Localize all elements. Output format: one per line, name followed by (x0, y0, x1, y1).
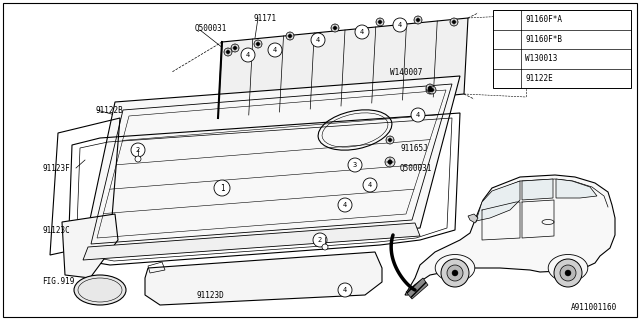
Text: 4: 4 (316, 37, 320, 43)
Circle shape (378, 20, 382, 24)
Text: Q500031: Q500031 (400, 164, 433, 172)
Circle shape (414, 16, 422, 24)
Circle shape (388, 160, 392, 164)
Circle shape (311, 33, 325, 47)
Polygon shape (476, 181, 520, 221)
Circle shape (501, 33, 513, 45)
Circle shape (393, 18, 407, 32)
Ellipse shape (435, 254, 475, 282)
Circle shape (560, 265, 576, 281)
Text: 4: 4 (505, 75, 509, 81)
Circle shape (348, 158, 362, 172)
Circle shape (135, 156, 141, 162)
Circle shape (386, 136, 394, 144)
Text: FIG.919: FIG.919 (42, 277, 74, 286)
Polygon shape (62, 214, 118, 278)
Text: 4: 4 (360, 29, 364, 35)
Circle shape (224, 48, 232, 56)
Text: 4: 4 (398, 22, 402, 28)
Text: 1: 1 (505, 17, 509, 23)
Polygon shape (83, 76, 460, 252)
Circle shape (501, 53, 513, 65)
Bar (493, 10, 631, 88)
Circle shape (331, 24, 339, 32)
Text: 3: 3 (353, 162, 357, 168)
Circle shape (231, 44, 239, 52)
Text: 91122B: 91122B (95, 106, 123, 115)
Circle shape (288, 34, 292, 38)
Polygon shape (218, 18, 468, 118)
Circle shape (452, 270, 458, 276)
Circle shape (426, 86, 434, 94)
Text: 3: 3 (505, 56, 509, 62)
Circle shape (385, 157, 395, 167)
Text: 91165J: 91165J (400, 143, 428, 153)
Polygon shape (83, 223, 420, 260)
Text: A911001160: A911001160 (571, 303, 617, 313)
Circle shape (233, 46, 237, 50)
Text: W140007: W140007 (390, 68, 422, 76)
Circle shape (313, 233, 327, 247)
Text: 91123D: 91123D (196, 291, 224, 300)
Text: 4: 4 (246, 52, 250, 58)
Text: 91171: 91171 (253, 13, 276, 22)
Text: 91160F*B: 91160F*B (525, 35, 562, 44)
Text: 4: 4 (416, 112, 420, 118)
Text: 1: 1 (220, 183, 224, 193)
Circle shape (226, 50, 230, 54)
Circle shape (501, 14, 513, 26)
Circle shape (268, 43, 282, 57)
Text: 2: 2 (318, 237, 322, 243)
Text: 4: 4 (368, 182, 372, 188)
Circle shape (286, 32, 294, 40)
Circle shape (388, 138, 392, 142)
Circle shape (322, 244, 328, 250)
Text: 4: 4 (343, 202, 347, 208)
Circle shape (355, 25, 369, 39)
Polygon shape (522, 179, 553, 200)
Text: W130013: W130013 (525, 54, 557, 63)
Text: Q500031: Q500031 (195, 23, 227, 33)
Circle shape (416, 18, 420, 22)
Polygon shape (468, 214, 478, 223)
Text: 4: 4 (343, 287, 347, 293)
Circle shape (338, 283, 352, 297)
Circle shape (452, 20, 456, 24)
Ellipse shape (548, 254, 588, 282)
Circle shape (501, 72, 513, 84)
Circle shape (554, 259, 582, 287)
Polygon shape (556, 179, 597, 198)
Polygon shape (405, 175, 615, 295)
Text: 91160F*A: 91160F*A (525, 15, 562, 24)
Circle shape (428, 88, 432, 92)
Text: 2: 2 (136, 147, 140, 153)
Text: 91122E: 91122E (525, 74, 553, 83)
Text: 91123C: 91123C (42, 226, 70, 235)
Circle shape (450, 18, 458, 26)
Circle shape (363, 178, 377, 192)
Circle shape (376, 18, 384, 26)
Circle shape (254, 40, 262, 48)
Circle shape (430, 88, 434, 92)
Circle shape (428, 86, 432, 90)
Circle shape (256, 42, 260, 46)
Text: 4: 4 (273, 47, 277, 53)
Polygon shape (145, 252, 382, 305)
Circle shape (441, 259, 469, 287)
Circle shape (338, 198, 352, 212)
Text: 91123F: 91123F (42, 164, 70, 172)
Circle shape (428, 86, 436, 94)
Circle shape (131, 143, 145, 157)
Text: 2: 2 (505, 36, 509, 42)
Ellipse shape (74, 275, 126, 305)
Circle shape (565, 270, 571, 276)
Circle shape (411, 108, 425, 122)
Polygon shape (406, 278, 428, 299)
Circle shape (241, 48, 255, 62)
Circle shape (426, 84, 434, 92)
Circle shape (214, 180, 230, 196)
Circle shape (447, 265, 463, 281)
Circle shape (333, 26, 337, 30)
